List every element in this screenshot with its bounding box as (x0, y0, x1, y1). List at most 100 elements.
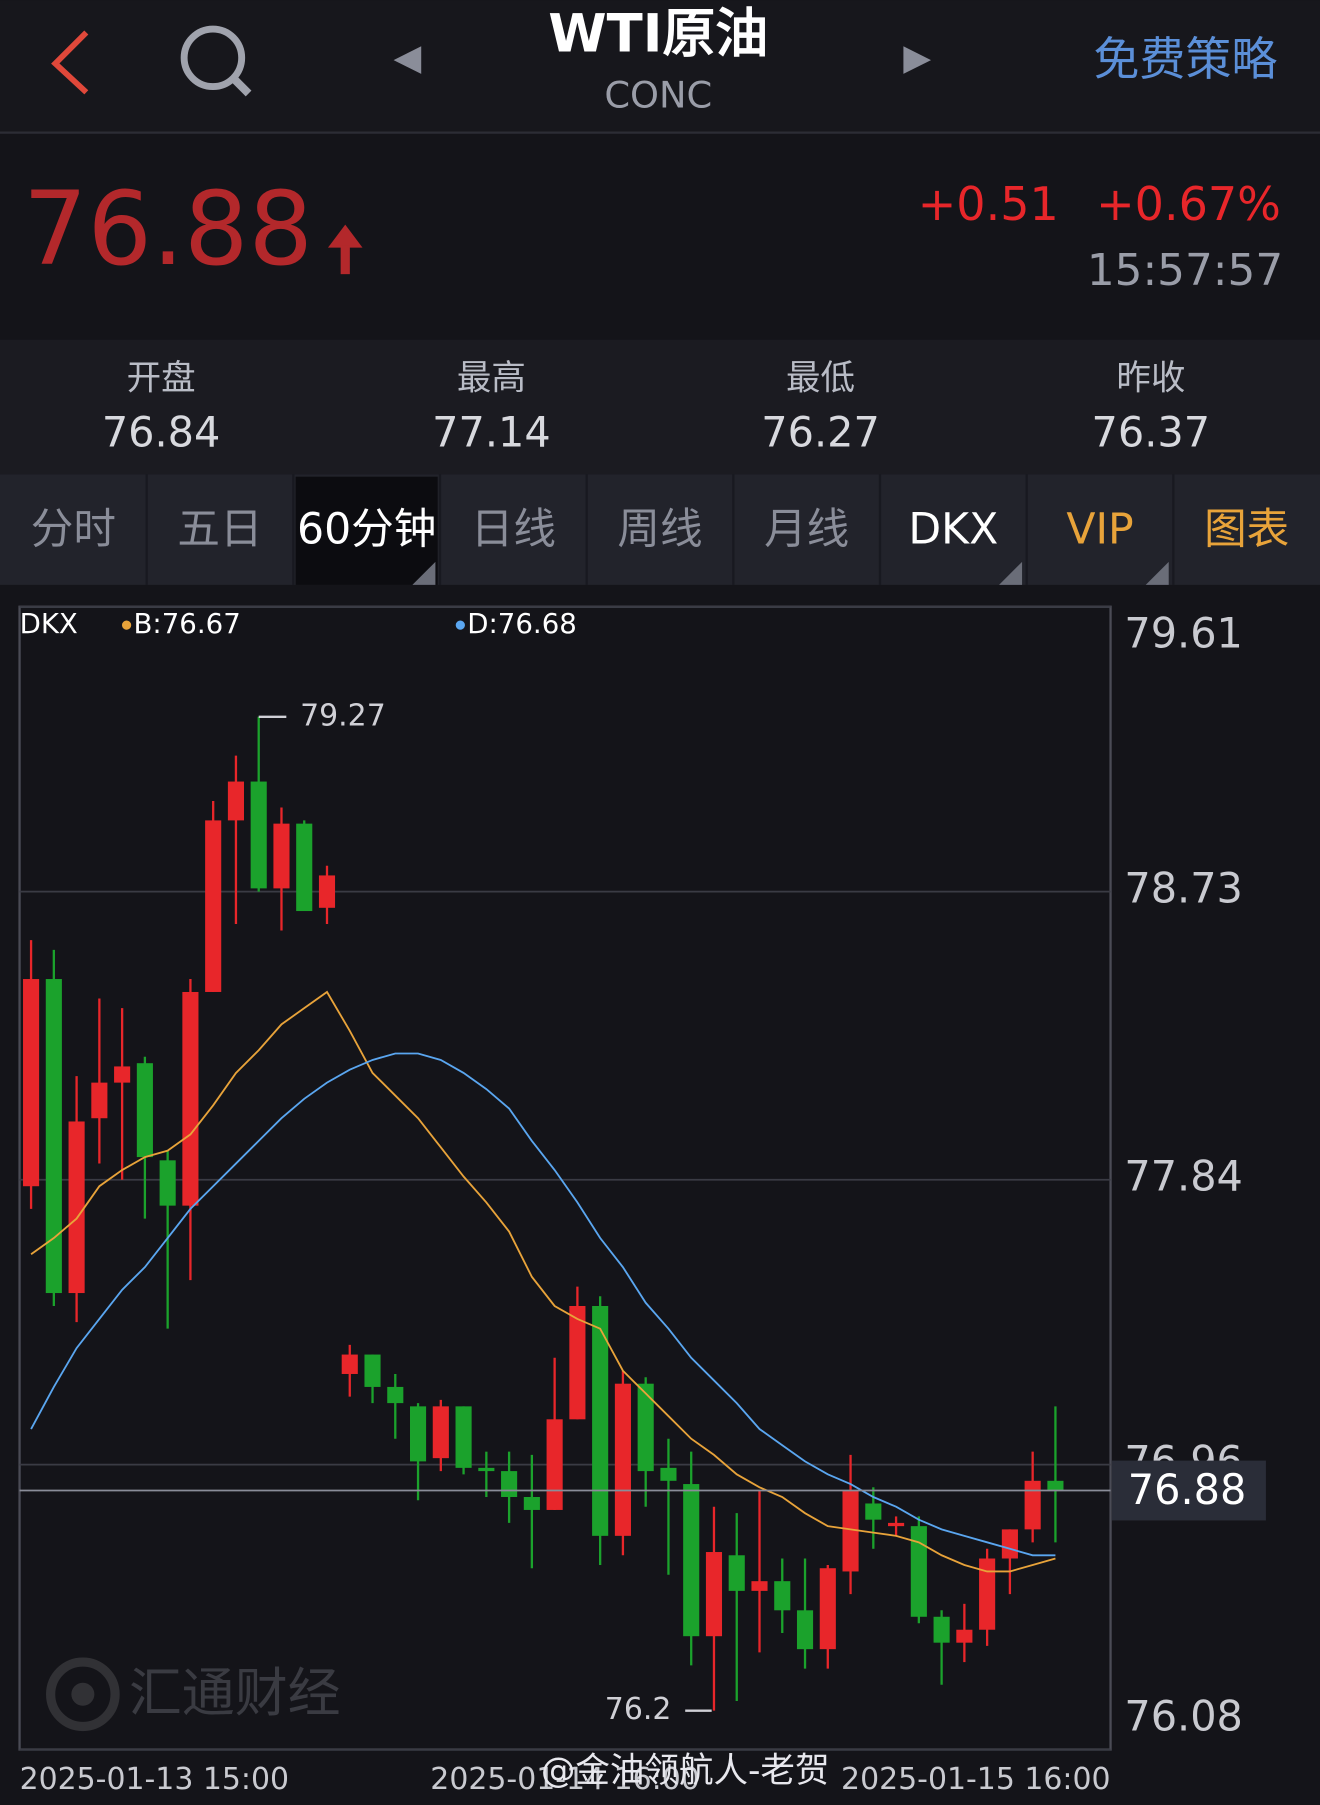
candle-body (979, 1558, 996, 1630)
indicator-name: DKX (20, 607, 78, 640)
stat-value: 76.37 (1092, 408, 1211, 456)
candle-body (68, 1121, 85, 1294)
tab-corner (412, 561, 436, 585)
y-tick-label: 76.08 (1124, 1693, 1243, 1741)
last-price-box (1111, 1460, 1266, 1521)
candle-body (227, 781, 244, 821)
legend-label: D:76.68 (467, 607, 577, 640)
tab[interactable]: DKX (908, 504, 998, 554)
tab[interactable]: 周线 (617, 504, 702, 554)
stat-value: 76.84 (102, 408, 221, 456)
candle-body (796, 1610, 814, 1650)
candle-body (45, 979, 62, 1294)
tab[interactable]: 五日 (177, 504, 262, 554)
strategy-link[interactable]: 免费策略 (1093, 32, 1277, 86)
tab-active-bg (295, 476, 438, 585)
candle-body (432, 1406, 449, 1459)
up-arrow (327, 224, 363, 275)
candle-body (888, 1522, 905, 1527)
watermark-logo (46, 1657, 120, 1732)
ma-line (30, 990, 1056, 1573)
candle-body (1024, 1480, 1041, 1530)
tab[interactable]: 60分钟 (297, 504, 436, 554)
candle-body (159, 1160, 176, 1206)
candle-body (660, 1467, 677, 1481)
tab-bar (0, 474, 1320, 585)
x-tick-label: 2025-01-13 15:00 (20, 1762, 290, 1797)
legend-dot (121, 620, 132, 630)
candle-body (136, 1063, 153, 1158)
candle-body (569, 1305, 586, 1420)
y-tick-label: 77.84 (1124, 1153, 1243, 1201)
candle-body (341, 1354, 358, 1374)
candle-body (614, 1383, 631, 1536)
watermark: @金油领航人-老贺 (541, 1751, 830, 1791)
high-label: 79.27 (300, 698, 386, 733)
stat-label: 最高 (457, 359, 526, 399)
tab[interactable]: 日线 (471, 504, 556, 554)
next-button[interactable] (903, 46, 932, 74)
stat-label: 开盘 (127, 359, 196, 399)
top-bar (0, 0, 1320, 133)
candle-body (751, 1581, 768, 1591)
candle-body (387, 1386, 404, 1404)
candle-body (114, 1066, 131, 1083)
stat-label: 昨收 (1116, 359, 1185, 399)
candle-body (956, 1629, 973, 1643)
candle-body (592, 1305, 609, 1536)
candle-body (933, 1616, 950, 1643)
candle-body (865, 1503, 882, 1520)
candle-body (205, 820, 222, 992)
candle-body (478, 1467, 495, 1472)
candle-body (273, 823, 290, 889)
candle-body (409, 1406, 427, 1462)
candle-body (910, 1526, 927, 1617)
candle-body (296, 823, 313, 912)
candle-body (637, 1383, 654, 1472)
stat-label: 最低 (786, 359, 855, 399)
candle-body (774, 1581, 791, 1611)
candle-body (683, 1484, 700, 1637)
y-tick-label: 78.73 (1124, 865, 1243, 913)
stat-value: 76.27 (761, 408, 880, 456)
candle-body (546, 1419, 563, 1510)
time: 15:57:57 (1087, 245, 1283, 296)
watermark: 汇通财经 (129, 1663, 341, 1724)
ma-line (30, 1052, 1056, 1557)
candle-body (1001, 1529, 1018, 1559)
search-button[interactable] (180, 25, 252, 97)
low-label: 76.2 (605, 1692, 672, 1727)
candle-body (364, 1354, 381, 1387)
candle-body (819, 1568, 836, 1650)
back-button[interactable] (51, 30, 89, 95)
candle-body (182, 991, 199, 1206)
candle-body (455, 1406, 472, 1468)
tab-corner (1145, 561, 1169, 585)
last-price-label: 76.88 (1128, 1466, 1247, 1514)
x-tick-label: 2025-01-15 16:00 (841, 1762, 1111, 1797)
tab[interactable]: VIP (1066, 504, 1133, 554)
y-tick-label: 79.61 (1124, 610, 1243, 658)
candle-body (91, 1082, 108, 1119)
x-tick-label: 2025-01-14 16:00 (430, 1762, 700, 1797)
candle-body (728, 1555, 745, 1591)
candle-body (523, 1496, 540, 1510)
prev-button[interactable] (393, 46, 422, 74)
tab[interactable]: 分时 (31, 504, 116, 554)
candle-body (842, 1490, 859, 1572)
candle-body (501, 1471, 518, 1497)
subtitle: CONC (604, 73, 712, 116)
candle-body (23, 979, 40, 1187)
tab[interactable]: 月线 (764, 504, 849, 554)
candle-body (250, 781, 267, 889)
candle-body (318, 875, 336, 908)
tab[interactable]: 图表 (1204, 504, 1289, 554)
stats-bar (0, 339, 1320, 475)
change-percent: +0.67% (1096, 177, 1281, 231)
candle-body (705, 1552, 723, 1637)
change: +0.51 (918, 177, 1059, 231)
candle-body (1047, 1480, 1064, 1491)
stat-value: 77.14 (432, 408, 551, 456)
title: WTI原油 (548, 4, 768, 65)
